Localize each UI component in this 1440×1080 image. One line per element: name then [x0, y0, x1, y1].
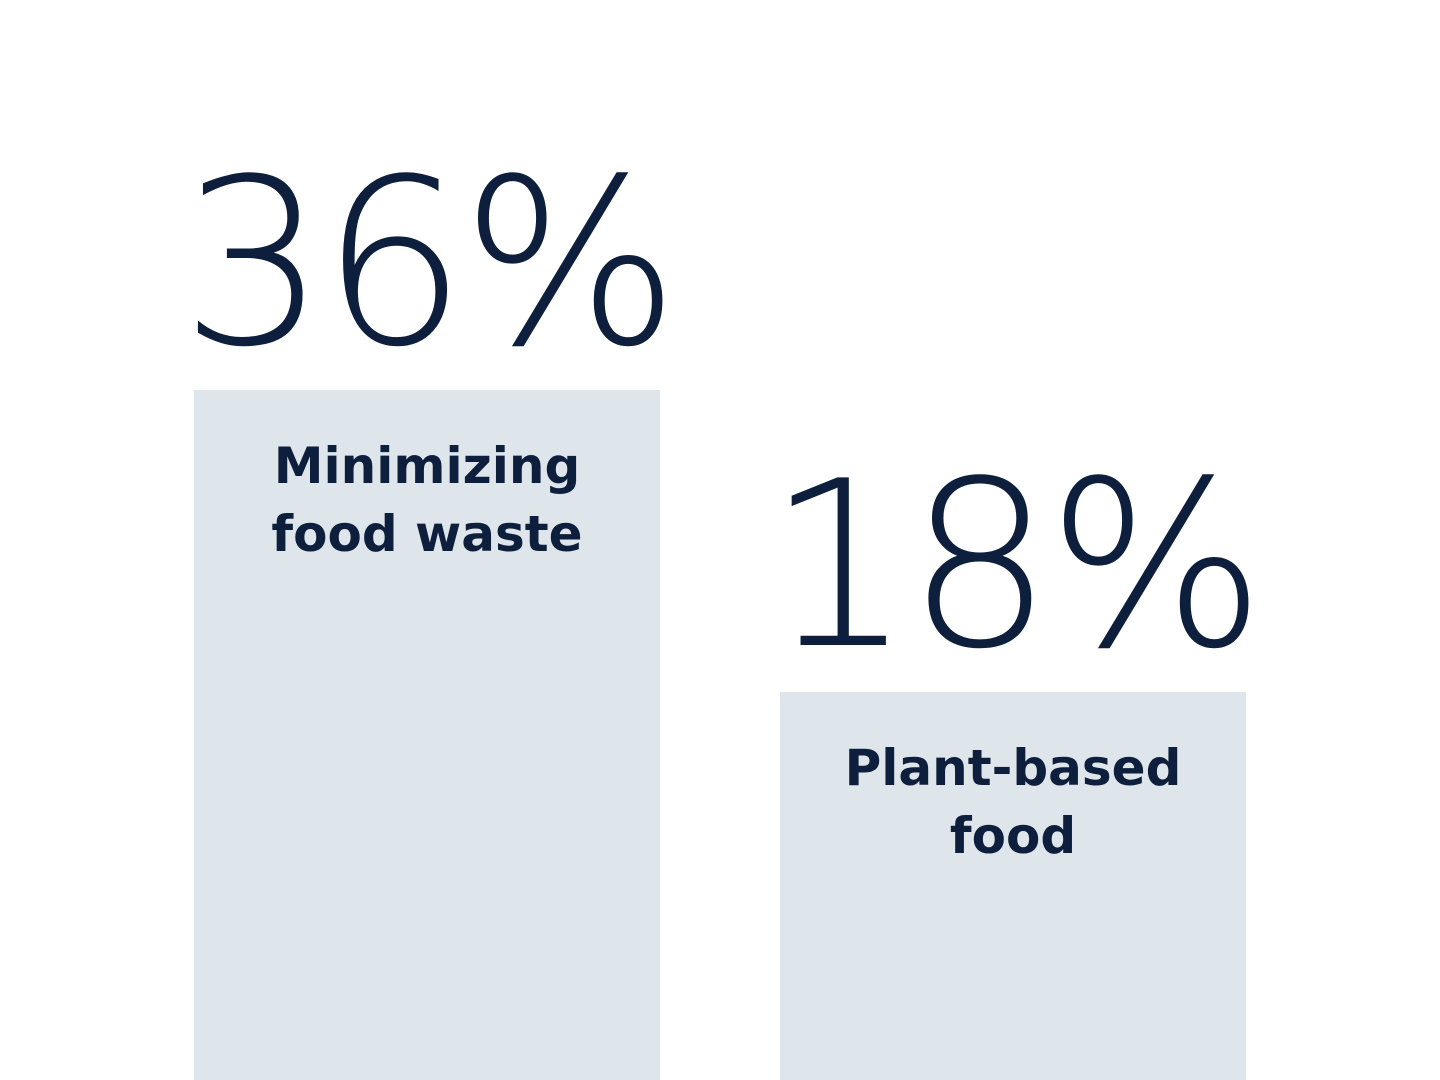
- value-label: 36%: [180, 131, 679, 398]
- bar: [780, 692, 1246, 1080]
- bar: [194, 390, 660, 1080]
- value-label: 18%: [766, 433, 1265, 700]
- category-label: Minimizing food waste: [271, 437, 583, 563]
- category-label: Plant-based food: [844, 739, 1182, 865]
